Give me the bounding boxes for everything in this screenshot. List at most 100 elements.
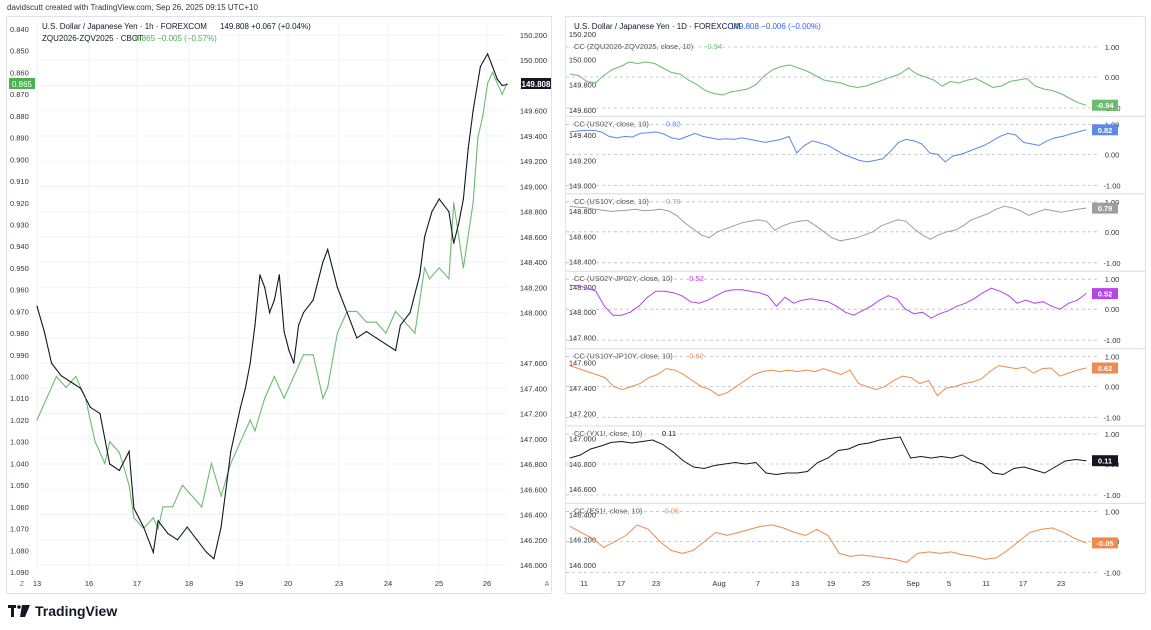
- correlation-line: [569, 61, 1087, 106]
- indicator-pane[interactable]: 1.00 0.00 -1.00 CC (US02Y-JP02Y, close, 10)…: [566, 270, 1145, 345]
- price-point: [298, 324, 300, 326]
- axis-mode-z-badge[interactable]: Z: [20, 581, 25, 588]
- daily-time-tick: 23: [1057, 579, 1065, 588]
- correlation-point: [1042, 301, 1044, 303]
- indicator-pane[interactable]: 1.00 0.00 -1.00 CC (US10Y, close, 10) 0.79 0.…: [566, 193, 1145, 268]
- indicator-label-value: 0.52: [689, 274, 704, 283]
- correlation-point: [851, 156, 852, 158]
- correlation-point: [844, 311, 846, 313]
- spread-point: [462, 267, 464, 269]
- correlation-point: [960, 153, 962, 155]
- spread-point: [428, 278, 431, 280]
- correlation-point: [662, 444, 664, 445]
- indicator-value-badge: [1092, 202, 1118, 214]
- correlation-point: [790, 222, 792, 224]
- indicator-value-text: 0.79: [1098, 204, 1113, 213]
- price-point: [244, 387, 246, 389]
- indicator-scale-tick: 1.00: [1105, 430, 1120, 439]
- correlation-point: [823, 231, 825, 233]
- price-point: [70, 381, 72, 383]
- indicator-pane[interactable]: 1.00 0.00 -1.00 CC (US10Y-JP10Y, close, 10)…: [566, 348, 1145, 423]
- correlation-point: [872, 555, 874, 557]
- axis-mode-a-badge[interactable]: A: [545, 581, 550, 588]
- correlation-point: [709, 389, 711, 391]
- correlation-chart-svg[interactable]: 150.200 150.000 149.800 149.600 149.400 149.2…: [566, 17, 1145, 593]
- indicator-label-value: -0.05: [662, 506, 679, 515]
- correlation-point: [889, 438, 891, 439]
- correlation-point: [741, 289, 743, 291]
- spread-point: [128, 484, 130, 486]
- correlation-point: [975, 78, 977, 79]
- correlation-point: [766, 220, 768, 222]
- correlation-point: [930, 457, 932, 459]
- spread-point: [477, 137, 479, 139]
- correlation-point: [614, 540, 616, 542]
- price-point: [152, 551, 154, 554]
- spread-point: [109, 441, 111, 443]
- correlation-point: [755, 462, 757, 463]
- daily-price-tick: 147.000: [569, 435, 596, 444]
- price-point: [356, 337, 358, 339]
- spread-line: [36, 71, 508, 531]
- left-legend-main-values: 149.808 +0.067 (+0.04%): [220, 22, 311, 31]
- correlation-point: [679, 73, 681, 75]
- correlation-point: [1051, 305, 1053, 307]
- correlation-point: [1036, 211, 1038, 213]
- correlation-point: [657, 374, 658, 376]
- correlation-point: [1085, 460, 1087, 462]
- correlation-point: [956, 305, 958, 307]
- correlation-point: [702, 135, 704, 137]
- correlation-point: [744, 380, 746, 382]
- correlation-point: [971, 381, 973, 383]
- price-point: [491, 65, 494, 68]
- correlation-point: [893, 380, 895, 382]
- correlation-point: [703, 468, 705, 469]
- daily-correlation-panel[interactable]: 150.200 150.000 149.800 149.600 149.400 149.2…: [565, 16, 1146, 594]
- correlation-point: [905, 220, 907, 222]
- correlation-point: [686, 135, 688, 137]
- correlation-point: [689, 301, 691, 303]
- correlation-point: [1059, 308, 1061, 310]
- indicator-scale-tick: 1.00: [1105, 353, 1120, 362]
- indicator-scale-tick: -1.00: [1103, 336, 1120, 345]
- correlation-point: [641, 441, 643, 442]
- correlation-point: [1006, 366, 1008, 368]
- correlation-point: [741, 137, 743, 139]
- correlation-point: [806, 70, 808, 72]
- correlation-point: [965, 302, 967, 304]
- correlation-point: [710, 137, 712, 139]
- price-point: [472, 110, 474, 112]
- correlation-point: [604, 377, 606, 379]
- correlation-point: [1041, 368, 1043, 370]
- daily-price-tick: 147.800: [569, 333, 596, 342]
- spread-point: [496, 82, 498, 84]
- correlation-point: [643, 210, 645, 212]
- daily-time-tick: 25: [862, 579, 870, 588]
- correlation-point: [929, 152, 931, 154]
- daily-price-tick: 149.200: [569, 156, 596, 165]
- spread-point: [491, 71, 494, 73]
- spread-point: [302, 354, 305, 356]
- intraday-chart-svg[interactable]: 0.840 0.850 0.860 0.870 0.880 0.890 0.900 0.910…: [7, 17, 551, 593]
- svg-text:Z: Z: [20, 581, 25, 588]
- correlation-point: [645, 61, 647, 63]
- correlation-point: [774, 229, 776, 231]
- correlation-point: [590, 448, 592, 450]
- correlation-point: [626, 209, 628, 211]
- correlation-point: [843, 153, 845, 155]
- spread-axis-tick: 0.920: [10, 199, 29, 208]
- correlation-point: [765, 472, 767, 474]
- correlation-point: [939, 552, 941, 554]
- price-point: [128, 450, 130, 452]
- correlation-point: [724, 463, 726, 465]
- intraday-chart-panel[interactable]: 0.840 0.850 0.860 0.870 0.880 0.890 0.900 0.910…: [6, 16, 552, 594]
- correlation-point: [901, 375, 903, 377]
- price-point: [419, 274, 421, 276]
- correlation-point: [692, 228, 694, 230]
- correlation-point: [941, 85, 943, 87]
- daily-time-axis: 11 17 23 Aug 7 13 19 25 Sep 5 11 17 23: [580, 579, 1065, 588]
